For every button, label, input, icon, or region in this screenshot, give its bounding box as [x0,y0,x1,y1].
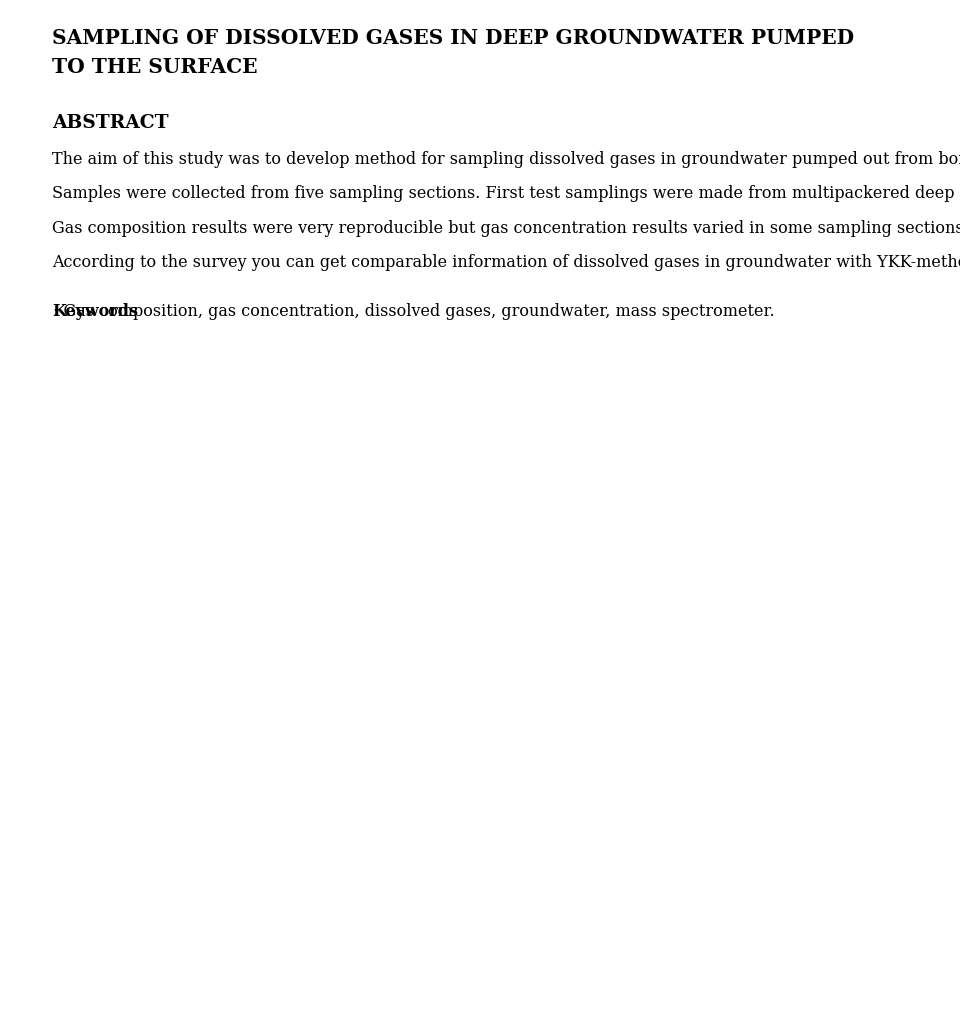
Text: Keywords: Keywords [52,303,138,319]
Text: ABSTRACT: ABSTRACT [52,113,169,131]
Text: According to the survey you can get comparable information of dissolved gases in: According to the survey you can get comp… [52,254,960,271]
Text: TO THE SURFACE: TO THE SURFACE [52,57,257,77]
Text: : Gas composition, gas concentration, dissolved gases, groundwater, mass spectro: : Gas composition, gas concentration, di… [53,303,775,319]
Text: Samples were collected from five sampling sections. First test samplings were ma: Samples were collected from five samplin… [52,185,960,202]
Text: Gas composition results were very reproducible but gas concentration results var: Gas composition results were very reprod… [52,220,960,236]
Text: SAMPLING OF DISSOLVED GASES IN DEEP GROUNDWATER PUMPED: SAMPLING OF DISSOLVED GASES IN DEEP GROU… [52,28,854,48]
Text: The aim of this study was to develop method for sampling dissolved gases in grou: The aim of this study was to develop met… [52,151,960,167]
